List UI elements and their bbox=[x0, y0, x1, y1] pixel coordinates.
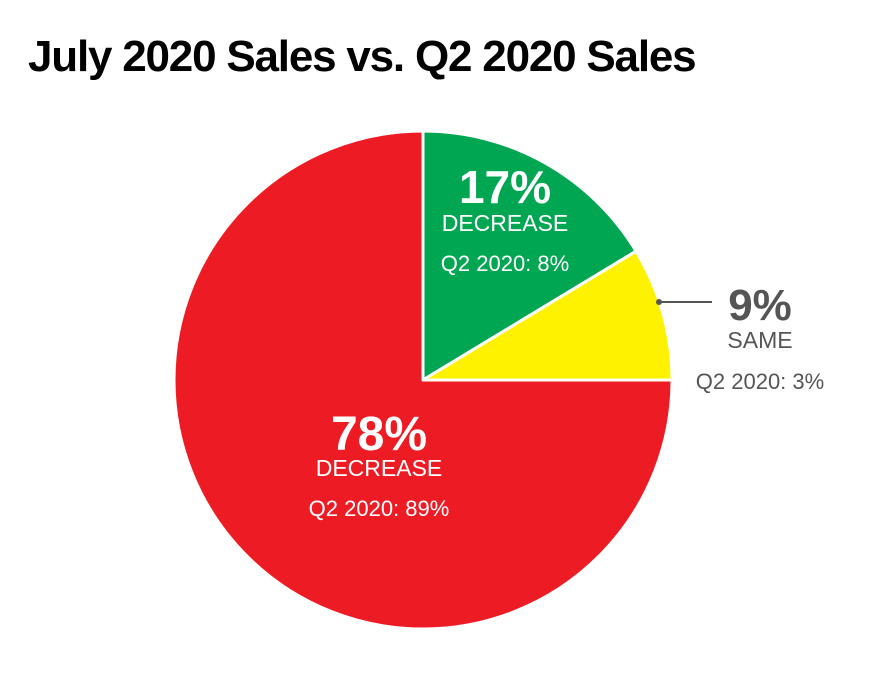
pie-slice-1 bbox=[421, 249, 674, 382]
slice-0-category: DECREASE bbox=[442, 210, 569, 236]
slice-1-percent: 9% bbox=[728, 281, 792, 330]
pie-slice-2 bbox=[172, 129, 674, 631]
chart-title: July 2020 Sales vs. Q2 2020 Sales bbox=[28, 32, 697, 81]
slice-1-category: SAME bbox=[727, 327, 792, 353]
same-callout-dot bbox=[656, 299, 662, 305]
slice-0-q2: Q2 2020: 8% bbox=[441, 251, 569, 276]
slice-2-q2: Q2 2020: 89% bbox=[309, 496, 450, 521]
pie-slice-0 bbox=[421, 129, 638, 382]
slice-1-q2: Q2 2020: 3% bbox=[696, 369, 824, 394]
slice-2-category: DECREASE bbox=[316, 455, 443, 481]
slice-0-percent: 17% bbox=[459, 161, 551, 213]
slice-2-percent: 78% bbox=[331, 408, 427, 461]
